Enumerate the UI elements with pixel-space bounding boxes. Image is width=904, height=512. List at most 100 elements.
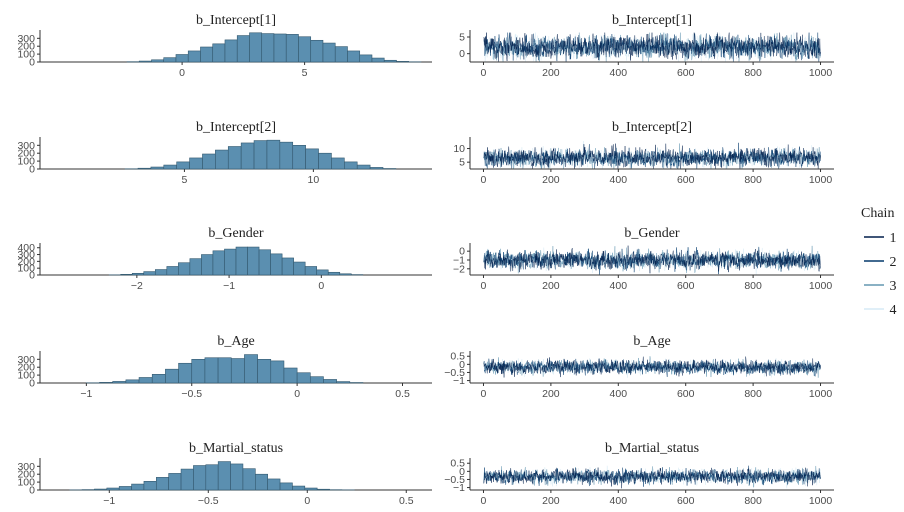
histogram-bars (124, 139, 397, 170)
histogram-bar (371, 57, 385, 63)
histogram-bar (309, 376, 324, 384)
y-tick-label: 300 (17, 140, 35, 152)
histogram-bar (316, 269, 329, 276)
histogram-bar (257, 359, 272, 384)
x-tick-label: 400 (610, 495, 628, 507)
histogram-bar (266, 139, 281, 170)
legend-label-chain-3: 3 (890, 279, 897, 294)
histogram-bar (305, 148, 319, 170)
panel-title: b_Intercept[2] (196, 120, 276, 135)
histogram-bar (120, 274, 133, 276)
histogram-bar (334, 46, 348, 63)
x-tick-label: 600 (677, 67, 695, 79)
histogram-bar (118, 486, 132, 491)
histogram-bar (138, 60, 152, 63)
x-tick-label: 400 (610, 280, 628, 292)
y-tick-label: 0 (29, 270, 35, 282)
histogram-bar (316, 488, 330, 491)
histogram-bar (285, 34, 299, 63)
histogram-bar (187, 50, 201, 63)
histogram-bar (193, 465, 207, 491)
panel-title: b_Martial_status (605, 441, 699, 456)
x-tick-label: 400 (610, 174, 628, 186)
histogram-bar (156, 477, 169, 491)
x-tick-label: 0.5 (395, 388, 410, 400)
y-tick-label: 0 (29, 57, 35, 69)
histogram-bar (253, 140, 268, 170)
y-tick-label: 5 (459, 157, 465, 169)
histogram-bar (202, 153, 216, 170)
x-tick-label: 1000 (809, 280, 833, 292)
histogram-bar (304, 266, 318, 276)
histogram-bar (258, 249, 271, 276)
trace-panel: b_Intercept[2] 0 200 400 600 800 1000 5 10 (453, 120, 834, 186)
y-tick-label: 100 (17, 49, 35, 61)
histogram-bar (323, 379, 337, 384)
histogram-bar (359, 54, 373, 63)
histogram-bar (131, 272, 145, 276)
x-tick-label: 800 (744, 280, 762, 292)
y-tick-label: −2 (453, 263, 465, 275)
panel-title: b_Intercept[2] (612, 120, 692, 135)
x-tick-label: −0.5 (181, 388, 202, 400)
histogram-bar (168, 473, 182, 491)
histogram-bar (339, 273, 352, 276)
y-tick-label: 0.5 (450, 458, 465, 470)
legend-title: Chain (861, 206, 894, 221)
histogram-bar (310, 39, 324, 63)
legend-label-chain-2: 2 (890, 255, 897, 270)
histogram-bar (189, 157, 203, 170)
y-tick-label: 0 (29, 378, 35, 390)
histogram-bar (131, 483, 145, 491)
histogram-bar (249, 32, 263, 63)
x-tick-label: −1 (103, 495, 115, 507)
histogram-bar (224, 39, 238, 63)
histogram-bar (201, 254, 214, 276)
y-tick-label: 100 (17, 156, 35, 168)
x-tick-label: 800 (744, 388, 762, 400)
y-tick-label: 200 (17, 41, 35, 53)
histogram-bar (273, 33, 287, 63)
histogram-bar (217, 357, 232, 384)
histogram-bars (69, 461, 355, 491)
histogram-bar (200, 46, 214, 63)
histogram-bar (154, 269, 168, 276)
y-tick-label: 200 (17, 256, 35, 268)
y-tick-label: 5 (459, 32, 465, 44)
histogram-bar (215, 149, 229, 170)
histogram-bar (240, 142, 255, 170)
histogram-bar (267, 478, 281, 491)
x-tick-label: 1000 (809, 174, 833, 186)
x-tick-label: 0 (318, 280, 324, 292)
plot-panels: b_Intercept[1]0 50100200300b_Intercept[1]… (17, 13, 834, 507)
histogram-bar (304, 487, 318, 491)
x-tick-label: 0 (481, 495, 487, 507)
x-tick-label: 0 (179, 67, 185, 79)
histogram-bar (125, 379, 140, 384)
histogram-bars (86, 354, 364, 384)
y-tick-label: 0 (459, 246, 465, 258)
x-tick-label: 0.5 (399, 495, 414, 507)
x-tick-label: 1000 (809, 388, 833, 400)
histogram-bar (298, 36, 312, 63)
histogram-bar (191, 359, 206, 384)
x-tick-label: 600 (677, 388, 695, 400)
histogram-bar (236, 35, 250, 63)
x-tick-label: 0 (294, 388, 300, 400)
histogram-bar (106, 487, 120, 491)
legend: Chain 1 2 3 4 (861, 206, 897, 318)
histogram-bar (347, 50, 361, 63)
panel-title: b_Intercept[1] (196, 13, 276, 28)
histogram-bar (166, 266, 179, 276)
histogram-bar (205, 464, 219, 491)
histogram-bar (217, 461, 231, 491)
histogram-bars (108, 246, 364, 276)
histogram-bar (235, 246, 248, 276)
histogram-bar (296, 372, 311, 384)
histogram-bar (138, 377, 153, 384)
histogram-bars (126, 32, 422, 63)
